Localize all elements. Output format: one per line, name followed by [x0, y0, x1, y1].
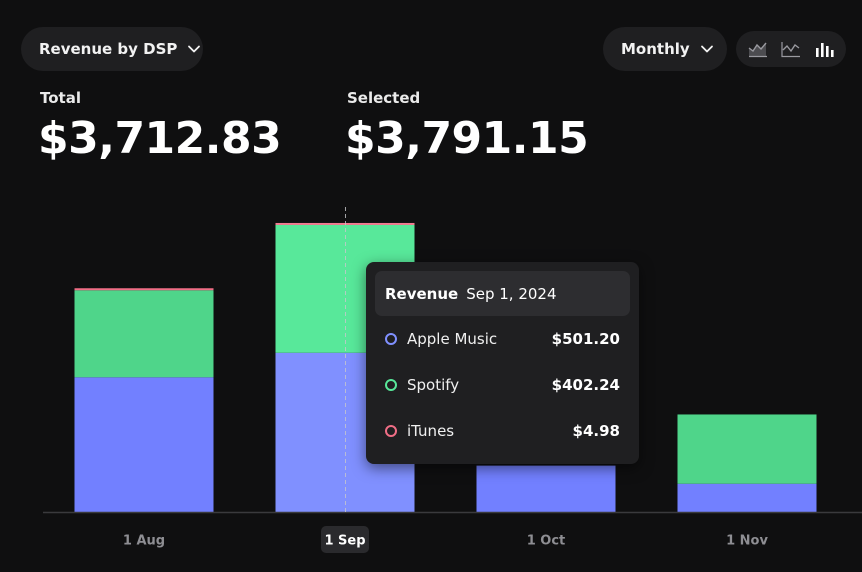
- tooltip-series-name: Apple Music: [407, 330, 498, 348]
- series-dot-icon: [385, 379, 397, 391]
- tooltip-row: Spotify $402.24: [375, 362, 630, 408]
- tooltip-series-name: iTunes: [407, 422, 455, 440]
- bar-segment-apple-music[interactable]: [476, 465, 616, 512]
- x-tick-label[interactable]: 1 Oct: [527, 534, 566, 549]
- period-dropdown[interactable]: Monthly: [603, 27, 727, 71]
- tooltip-date: Sep 1, 2024: [466, 284, 557, 303]
- selected-value: $3,791.15: [345, 113, 589, 164]
- tooltip-series-name: Spotify: [407, 376, 460, 394]
- bar-segment-apple-music[interactable]: [677, 483, 817, 512]
- line-chart-icon: [781, 42, 800, 58]
- area-chart-icon: [748, 42, 768, 58]
- bar-chart-icon: [815, 43, 834, 57]
- bar-segment-spotify[interactable]: [677, 414, 817, 484]
- metric-dropdown[interactable]: Revenue by DSP: [21, 27, 203, 71]
- line-chart-button[interactable]: [778, 38, 804, 60]
- x-tick-label[interactable]: 1 Sep: [324, 534, 365, 549]
- series-dot-icon: [385, 333, 397, 345]
- tooltip-series-value: $501.20: [551, 330, 620, 348]
- x-tick-label[interactable]: 1 Aug: [123, 534, 165, 549]
- area-chart-button[interactable]: [745, 38, 771, 60]
- period-dropdown-label: Monthly: [621, 40, 690, 58]
- tooltip-series-value: $4.98: [572, 422, 620, 440]
- bar-segment-spotify[interactable]: [74, 290, 214, 378]
- chart-tooltip: Revenue Sep 1, 2024 Apple Music $501.20 …: [366, 262, 639, 464]
- bar-segment-itunes[interactable]: [74, 288, 214, 291]
- bar-chart-button[interactable]: [811, 38, 837, 60]
- chevron-down-icon: [188, 45, 201, 53]
- tooltip-row: Apple Music $501.20: [375, 316, 630, 362]
- metric-dropdown-label: Revenue by DSP: [39, 40, 178, 58]
- x-tick-label[interactable]: 1 Nov: [726, 534, 768, 549]
- series-dot-icon: [385, 425, 397, 437]
- tooltip-row: iTunes $4.98: [375, 408, 630, 454]
- bar-segment-apple-music[interactable]: [74, 377, 214, 512]
- tooltip-header: Revenue Sep 1, 2024: [375, 271, 630, 316]
- selected-label: Selected: [347, 89, 421, 107]
- chevron-down-icon: [700, 45, 713, 53]
- total-value: $3,712.83: [38, 113, 282, 164]
- chart-type-toggle: [736, 31, 846, 67]
- tooltip-title: Revenue: [385, 284, 459, 303]
- tooltip-series-value: $402.24: [551, 376, 620, 394]
- total-label: Total: [40, 89, 81, 107]
- selected-tick-background: [321, 526, 369, 553]
